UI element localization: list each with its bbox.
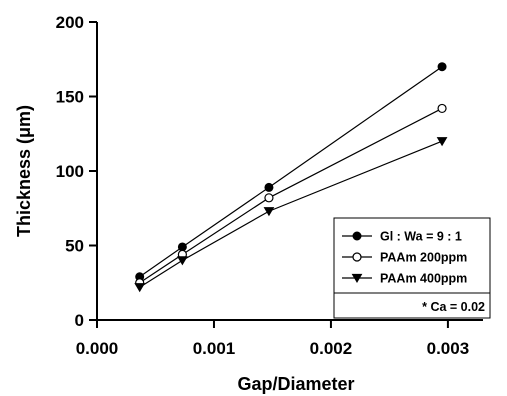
data-point (177, 242, 187, 252)
series-line (139, 140, 443, 288)
data-point (264, 182, 274, 192)
x-tick-label: 0.002 (310, 339, 353, 358)
x-axis-ticks: 0.000 0.001 0.002 0.003 (76, 320, 469, 358)
legend-entry: PAAm 200ppm (342, 251, 467, 265)
data-point (437, 62, 447, 72)
x-tick-label: 0.000 (76, 339, 119, 358)
series-line (139, 66, 443, 278)
x-axis-title: Gap/Diameter (237, 374, 354, 394)
y-tick-label: 50 (65, 237, 84, 256)
data-point (264, 193, 274, 203)
series-layer (134, 62, 448, 293)
data-point (134, 283, 146, 293)
y-tick-label: 100 (56, 162, 84, 181)
y-tick-label: 0 (75, 311, 84, 330)
legend-entry: PAAm 400ppm (342, 272, 467, 286)
legend-label: Gl : Wa = 9 : 1 (380, 230, 462, 244)
data-point (263, 207, 275, 217)
legend-marker (352, 231, 362, 241)
data-point (177, 256, 188, 266)
legend-entry: Gl : Wa = 9 : 1 (342, 230, 462, 244)
annotation-text: * Ca = 0.02 (422, 300, 485, 314)
legend: Gl : Wa = 9 : 1 PAAm 200ppm PAAm 400ppm * C… (333, 217, 491, 319)
legend-label: PAAm 400ppm (380, 272, 467, 286)
data-point (437, 103, 447, 114)
y-tick-label: 200 (56, 13, 84, 32)
x-tick-label: 0.003 (427, 339, 470, 358)
legend-marker (351, 273, 363, 284)
y-tick-label: 150 (56, 88, 84, 107)
y-axis-title: Thickness (μm) (14, 105, 34, 237)
series-3 (134, 137, 448, 293)
legend-marker (352, 252, 362, 262)
y-axis-ticks: 0 50 100 150 200 (56, 13, 97, 330)
x-tick-label: 0.001 (193, 339, 236, 358)
data-point (436, 137, 448, 147)
legend-label: PAAm 200ppm (380, 251, 467, 265)
series-line (139, 107, 443, 284)
